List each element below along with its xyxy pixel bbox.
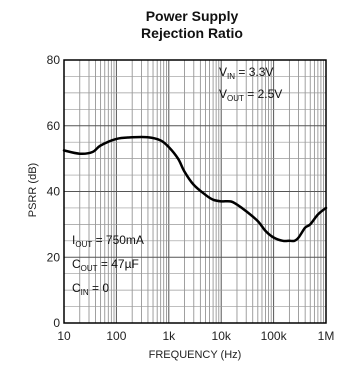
x-tick-label: 10k	[212, 329, 232, 343]
x-tick-label: 10	[57, 329, 71, 343]
plot-frame	[63, 59, 327, 324]
y-tick-labels: 0 20 40 60 80	[47, 53, 61, 330]
x-tick-label: 100	[106, 329, 126, 343]
annotation-cin: CIN = 0	[72, 281, 109, 297]
grid	[64, 60, 326, 323]
annotation-iout: IOUT = 750mA	[72, 233, 144, 249]
y-tick-label: 0	[53, 316, 60, 330]
y-tick-label: 60	[47, 119, 61, 133]
x-tick-label: 100k	[261, 329, 288, 343]
x-axis-label: FREQUENCY (Hz)	[149, 349, 242, 361]
y-tick-label: 20	[47, 250, 61, 264]
chart-title-line1: Power Supply	[146, 8, 239, 24]
y-tick-label: 40	[47, 185, 61, 199]
y-axis-label: PSRR (dB)	[27, 163, 39, 217]
psrr-series-line	[62, 135, 328, 243]
x-tick-label: 1k	[162, 329, 176, 343]
annotation-vout: VOUT = 2.5V	[219, 87, 282, 103]
annotation-cout: COUT = 47µF	[72, 257, 139, 273]
annotation-vin: VIN = 3.3V	[219, 65, 273, 81]
chart-title-line2: Rejection Ratio	[141, 25, 243, 41]
x-tick-labels: 10 100 1k 10k 100k 1M	[57, 329, 334, 343]
series	[62, 135, 328, 243]
x-tick-label: 1M	[318, 329, 335, 343]
y-tick-label: 80	[47, 53, 61, 67]
